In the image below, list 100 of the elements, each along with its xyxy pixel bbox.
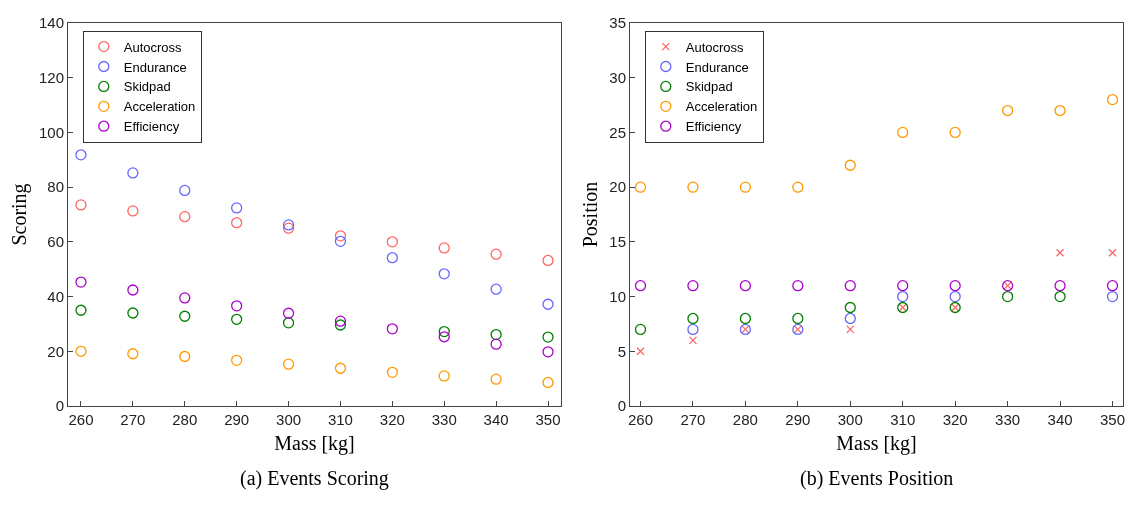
point [897, 279, 909, 292]
x-axis-title: Mass [kg] [836, 431, 917, 455]
y-axis-title: Position [578, 181, 601, 248]
point [334, 230, 347, 242]
point [688, 336, 698, 345]
y-tick-label: 140 [38, 14, 64, 32]
point [1055, 248, 1065, 257]
point [792, 312, 804, 325]
point [490, 283, 502, 295]
point [1001, 104, 1014, 117]
point [792, 181, 804, 193]
point [844, 301, 856, 314]
x-tick-label: 280 [172, 411, 198, 428]
point [490, 248, 502, 260]
text: (b) Events Position [800, 467, 954, 490]
point [334, 235, 347, 247]
x-tick-label: 340 [1047, 411, 1073, 428]
legend-label: Autocross [685, 39, 745, 55]
point [687, 279, 699, 292]
x-tick-label: 330 [995, 411, 1021, 428]
point [1054, 104, 1066, 117]
point [334, 315, 347, 327]
point [687, 181, 699, 193]
x-tick-label: 260 [627, 411, 654, 428]
point [846, 325, 855, 334]
point [844, 312, 856, 325]
point [687, 323, 699, 336]
point [1054, 290, 1066, 303]
x-tick-label: 320 [379, 411, 405, 428]
point [897, 126, 909, 139]
y-tick-label: 20 [609, 178, 626, 196]
y-tick-label: 120 [38, 68, 64, 86]
x-tick-label: 330 [431, 411, 457, 428]
point [1106, 93, 1119, 106]
x-tick-label: 310 [890, 411, 916, 428]
point [179, 211, 191, 223]
point [1001, 290, 1014, 303]
point [282, 317, 295, 329]
point [179, 292, 191, 304]
point [739, 181, 752, 193]
y-tick-label: 0 [617, 397, 626, 415]
point [634, 279, 647, 292]
point [231, 217, 243, 229]
x-tick-label: 300 [837, 411, 863, 428]
point [127, 205, 139, 217]
x-axis-title: Mass [kg] [274, 431, 355, 455]
legend-label: Endurance [685, 59, 749, 75]
point [438, 268, 450, 280]
y-axis-title: Scoring [8, 183, 32, 246]
point [844, 159, 856, 171]
point [334, 362, 347, 374]
point [282, 307, 295, 319]
point [282, 358, 295, 370]
point [542, 298, 554, 310]
point [75, 199, 87, 211]
point [897, 290, 909, 303]
point [438, 370, 450, 382]
point [179, 350, 191, 363]
point [739, 279, 752, 292]
y-tick-label: 10 [609, 287, 626, 305]
legend-label: Skidpad [123, 79, 171, 95]
y-tick-label: 0 [55, 397, 64, 415]
y-tick-label: 25 [609, 123, 626, 141]
x-tick-label: 300 [276, 411, 302, 428]
y-tick-label: 35 [609, 14, 626, 32]
y-tick-label: 20 [47, 342, 64, 360]
point [386, 366, 398, 378]
point [1106, 290, 1119, 303]
point [127, 348, 139, 360]
y-tick-label: 40 [47, 287, 64, 305]
point [739, 312, 752, 325]
x-tick-label: 260 [68, 411, 94, 428]
point [231, 202, 243, 214]
point [386, 236, 398, 248]
point [127, 167, 139, 179]
point [386, 252, 398, 264]
point [438, 242, 450, 254]
point [179, 184, 191, 197]
point [1108, 248, 1117, 257]
x-tick-label: 310 [327, 411, 353, 428]
point [179, 310, 191, 322]
point [949, 290, 961, 303]
point [490, 338, 502, 350]
y-tick-label: 5 [617, 342, 626, 360]
y-tick-label: 30 [609, 68, 626, 86]
point [636, 347, 645, 356]
point [542, 254, 554, 267]
point [490, 328, 502, 341]
point [792, 279, 804, 292]
x-tick-label: 350 [535, 411, 561, 428]
y-tick-label: 80 [47, 178, 64, 196]
x-tick-label: 290 [785, 411, 811, 428]
point [334, 319, 347, 331]
point [127, 284, 139, 296]
point [634, 181, 647, 193]
point [949, 126, 961, 139]
point [231, 354, 243, 366]
point [490, 373, 502, 385]
y-tick-label: 100 [38, 123, 64, 141]
point [634, 323, 647, 336]
